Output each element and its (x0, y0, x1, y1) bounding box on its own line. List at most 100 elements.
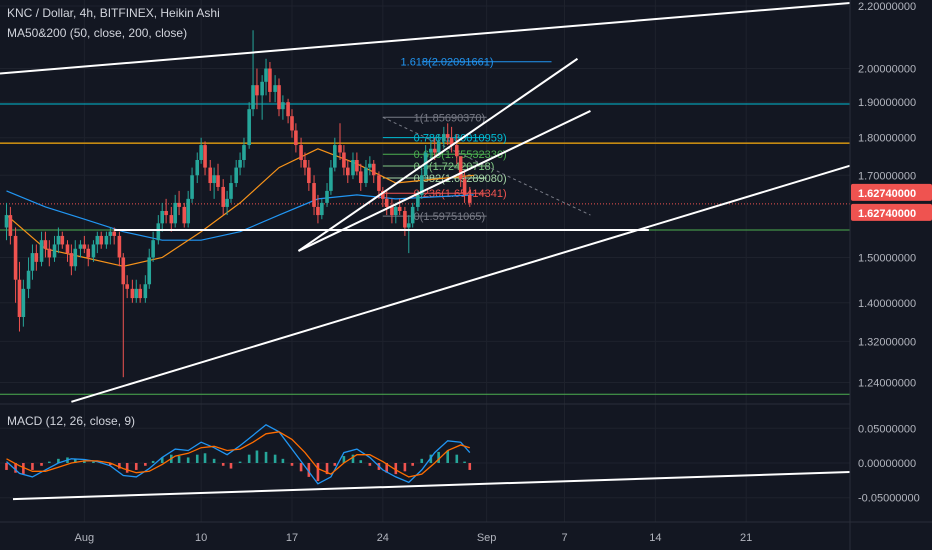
horizontal-levels (0, 103, 850, 395)
macd-histogram-bar (403, 463, 407, 472)
candle-body (449, 137, 454, 146)
fib-level-label: 0(1.59751065) (414, 211, 486, 223)
macd-histogram-bar (299, 463, 303, 472)
last-price-value: 1.62740000 (858, 208, 916, 220)
time-axis[interactable]: Aug 10 17 24 Sep 7 14 21 (75, 532, 753, 544)
macd-histogram-bar (151, 460, 155, 463)
candle-body (78, 244, 83, 249)
candle-body (397, 206, 402, 211)
macd-histogram-bar (186, 457, 190, 463)
candle-body (260, 81, 264, 96)
macd-histogram-bar (134, 463, 138, 470)
price-tick-label: 1.24000000 (858, 377, 916, 389)
trendline (297, 57, 579, 252)
candle-body (329, 167, 333, 191)
candle-body (333, 145, 337, 168)
macd-histogram-bar (247, 454, 251, 463)
macd-histogram-bar (48, 461, 51, 463)
candle-body (342, 152, 346, 168)
candle-body (151, 240, 155, 258)
candle-body (39, 240, 44, 262)
macd-indicator-label[interactable]: MACD (12, 26, close, 9) (7, 414, 136, 428)
candle-body (17, 279, 22, 317)
fibonacci-retracement: 1.618(2.02091661)1(1.85690370)0.786(1.80… (382, 57, 591, 223)
macd-histogram-bar (307, 463, 311, 477)
candle-body (429, 148, 433, 153)
last-price-badge (851, 183, 932, 201)
candle-body (82, 244, 87, 249)
macd-histogram-bar (177, 456, 181, 463)
macd-histogram-bar (212, 458, 216, 463)
candle-body (164, 210, 168, 216)
candle-body (99, 235, 104, 245)
macd-histogram-bar (455, 454, 459, 463)
candle-body (208, 167, 213, 184)
candle-body (108, 231, 113, 236)
candle-body (436, 141, 441, 153)
candle-body (432, 148, 437, 153)
price-tick-label: 2.20000000 (858, 1, 916, 13)
candle-body (203, 145, 207, 168)
candle-body (384, 198, 389, 207)
candle-body (406, 223, 411, 228)
time-tick-label: 24 (377, 532, 389, 544)
candle-body (65, 244, 70, 254)
time-tick-label: Sep (477, 532, 497, 544)
time-tick-label: 17 (286, 532, 298, 544)
macd-histogram-bar (394, 463, 398, 475)
candle-body (134, 288, 139, 299)
macd-histogram-bar (144, 463, 147, 466)
macd-histogram-bar (109, 463, 112, 466)
candle-body (419, 175, 424, 195)
candle-body (316, 206, 320, 216)
signal-line (6, 431, 470, 478)
candle-body (403, 210, 407, 228)
candle-body (338, 145, 342, 153)
candle-body (138, 288, 142, 299)
macd-histogram-bar (40, 463, 43, 466)
candle-body (199, 145, 203, 160)
macd-histogram-bar (325, 463, 329, 475)
candle-body (177, 202, 181, 207)
macd-histogram-bar (221, 463, 225, 466)
symbol-title[interactable]: KNC / Dollar, 4h, BITFINEX, Heikin Ashi (7, 6, 220, 20)
macd-tick-label: 0.05000000 (858, 423, 916, 435)
price-tick-label: 1.80000000 (858, 133, 916, 145)
macd-histogram-bar (437, 451, 440, 463)
macd-histogram-bar (5, 463, 8, 470)
candle-body (351, 159, 355, 176)
candle-body (264, 68, 268, 82)
ma-indicator-label[interactable]: MA50&200 (50, close, 200, close) (7, 26, 188, 40)
macd-histogram-bar (351, 454, 355, 463)
candle-body (312, 183, 316, 207)
macd-histogram-bar (420, 458, 424, 463)
fib-level-label: 1.618(2.02091661) (401, 57, 494, 69)
macd-histogram-bar (31, 463, 34, 470)
macd-pane (5, 424, 851, 501)
ma200-line (6, 190, 474, 241)
candle-body (173, 202, 177, 224)
trendlines[interactable] (0, 1, 851, 403)
macd-histogram-bar (195, 454, 199, 463)
candle-body (169, 215, 174, 224)
candle-body (325, 190, 329, 203)
candle-body (286, 102, 290, 117)
price-axis[interactable]: 2.20000000 2.00000000 1.90000000 1.80000000… (851, 1, 932, 505)
candle-body (30, 253, 35, 271)
candle-body (390, 206, 394, 216)
candle-body (130, 288, 135, 299)
candle-body (4, 215, 9, 228)
macd-histogram-bar (342, 456, 346, 463)
candles (4, 30, 472, 378)
candle-body (147, 257, 152, 285)
candle-body (294, 130, 298, 146)
candle-body (21, 288, 26, 317)
candle-body (69, 253, 74, 267)
candle-body (410, 206, 415, 224)
candle-body (394, 206, 398, 216)
candle-body (290, 116, 294, 131)
candle-body (91, 244, 96, 258)
candle-body (117, 235, 122, 258)
